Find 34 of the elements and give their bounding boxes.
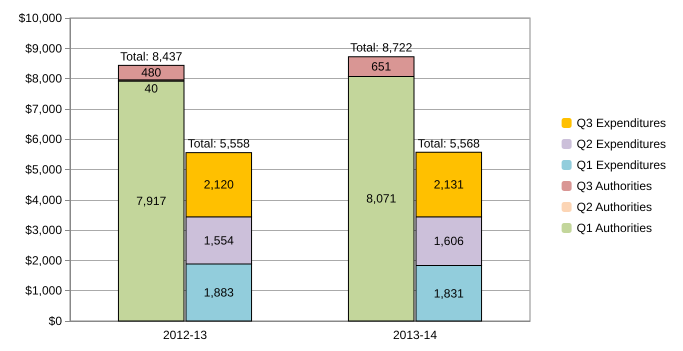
legend-label: Q3 Authorities bbox=[576, 179, 652, 193]
legend-label: Q1 Expenditures bbox=[576, 158, 666, 172]
data-label: 651 bbox=[371, 60, 392, 74]
y-tick-label: $3,000 bbox=[25, 223, 62, 238]
data-label: 1,606 bbox=[434, 234, 464, 248]
y-tick-label: $7,000 bbox=[25, 102, 62, 116]
data-label: 8,071 bbox=[366, 192, 397, 206]
annotation: Total: 5,558 bbox=[188, 136, 250, 151]
data-label: 480 bbox=[141, 66, 162, 80]
y-tick-label: $10,000 bbox=[18, 11, 62, 25]
annotation: Total: 5,568 bbox=[418, 136, 480, 150]
data-label: 40 bbox=[144, 82, 158, 96]
x-tick-label: 2012-13 bbox=[162, 328, 208, 342]
y-tick-label: $1,000 bbox=[25, 284, 62, 298]
data-label: 1,554 bbox=[204, 233, 234, 248]
legend-label: Q2 Expenditures bbox=[576, 137, 666, 151]
data-label: 2,131 bbox=[434, 178, 464, 192]
y-tick-label: $0 bbox=[48, 314, 62, 328]
y-tick-label: $5,000 bbox=[25, 162, 62, 176]
data-label: 2,120 bbox=[204, 178, 234, 192]
y-tick-label: $4,000 bbox=[25, 192, 62, 207]
legend-label: Q1 Authorities bbox=[576, 221, 652, 235]
data-label: 1,831 bbox=[434, 286, 464, 300]
annotation: Total: 8,722 bbox=[350, 40, 413, 55]
legend-label: Q2 Authorities bbox=[576, 200, 652, 214]
data-label: 1,883 bbox=[204, 285, 234, 300]
annotation: Total: 8,437 bbox=[120, 49, 183, 64]
data-label: 7,917 bbox=[136, 194, 167, 208]
legend-label: Q3 Expenditures bbox=[576, 116, 666, 130]
y-tick-label: $2,000 bbox=[25, 253, 62, 268]
y-tick-label: $6,000 bbox=[25, 132, 62, 146]
y-tick-label: $9,000 bbox=[25, 41, 62, 56]
y-tick-label: $8,000 bbox=[25, 72, 62, 86]
x-tick-label: 2013-14 bbox=[392, 328, 438, 342]
